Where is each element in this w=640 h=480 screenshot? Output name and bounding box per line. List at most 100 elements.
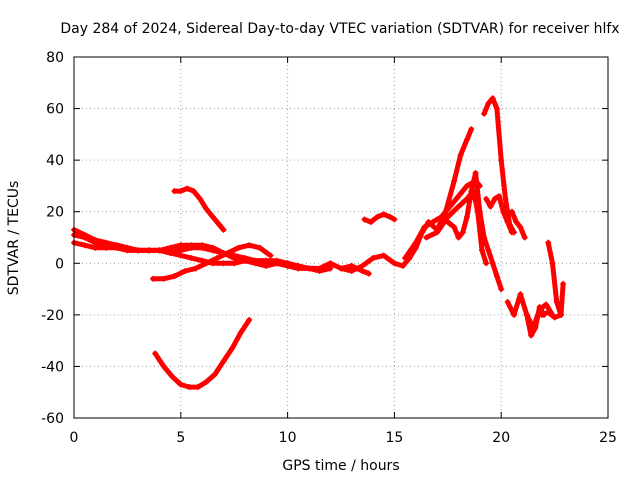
data-point [560,280,567,287]
data-point [370,255,377,262]
data-point [538,311,545,318]
data-point [211,371,218,378]
y-tick-labels: -60 -40 -20 0 20 40 60 80 [41,50,64,427]
series-track-d [150,242,274,282]
data-point [455,234,462,241]
data-point [485,247,492,254]
data-point [348,268,355,275]
data-point [485,100,492,107]
data-point [160,275,167,282]
data-point [478,247,485,254]
data-point [156,247,163,254]
data-point [517,224,524,231]
x-tick-label: 5 [176,430,185,446]
data-point [135,247,142,254]
data-point [124,244,131,251]
data-point [444,213,451,220]
data-point [103,244,110,251]
data-point [81,231,88,238]
data-point [498,157,505,164]
data-point [391,216,398,223]
series-layer [71,95,567,391]
data-point [412,239,419,246]
data-point [365,270,372,277]
x-axis-label: GPS time / hours [282,458,399,474]
y-tick-label: -20 [41,308,64,324]
data-point [359,262,366,269]
data-point [434,229,441,236]
data-point [231,260,238,267]
y-tick-label: 20 [46,205,64,221]
data-point [464,136,471,143]
series-track-n [508,208,528,241]
series-line [539,309,564,320]
data-point [532,324,539,331]
data-point [186,384,193,391]
data-point [489,260,496,267]
data-point [493,273,500,280]
data-point [464,213,471,220]
data-point [295,265,302,272]
data-point [444,219,451,226]
data-point [267,252,274,259]
data-point [438,213,445,220]
data-point [558,311,565,318]
grid-lines [74,57,608,418]
data-point [472,170,479,177]
data-point [455,203,462,210]
data-point [224,249,231,256]
chart-title: Day 284 of 2024, Sidereal Day-to-day VTE… [60,21,619,37]
data-point [263,257,270,264]
data-point [241,257,248,264]
data-point [160,363,167,370]
data-point [92,244,99,251]
data-point [549,260,556,267]
x-tick-label: 0 [70,430,79,446]
data-point [237,329,244,336]
data-point [81,242,88,249]
data-point [171,273,178,280]
data-point [338,265,344,272]
data-point [528,332,535,339]
data-point [464,182,471,189]
data-point [197,195,204,202]
data-point [359,268,366,275]
data-point [209,213,216,220]
data-point [553,298,560,305]
data-point [316,268,323,275]
data-point [246,317,253,324]
data-point [361,216,368,223]
data-point [231,255,238,262]
data-point [536,304,543,311]
data-point [498,286,505,293]
series-line [509,209,528,240]
data-point [229,345,236,352]
data-point [387,213,394,220]
data-point [487,203,494,210]
data-point [203,260,210,267]
data-point [177,247,184,254]
data-point [190,188,197,195]
data-point [214,255,221,262]
series-track-m [483,193,515,236]
data-point [203,206,210,213]
data-point [92,237,99,244]
data-point [523,311,530,318]
data-point [216,221,223,228]
data-point [380,211,387,218]
x-tick-label: 25 [599,430,617,446]
series-track-g [361,211,398,226]
data-point [348,262,355,269]
data-point [152,350,159,357]
data-point [402,255,409,262]
data-point [481,234,488,241]
data-point [367,219,374,226]
data-point [167,247,174,254]
data-point [459,229,466,236]
data-point [177,188,184,195]
data-point [327,265,334,272]
data-point [113,242,120,249]
data-point [188,255,195,262]
data-point [545,239,552,246]
